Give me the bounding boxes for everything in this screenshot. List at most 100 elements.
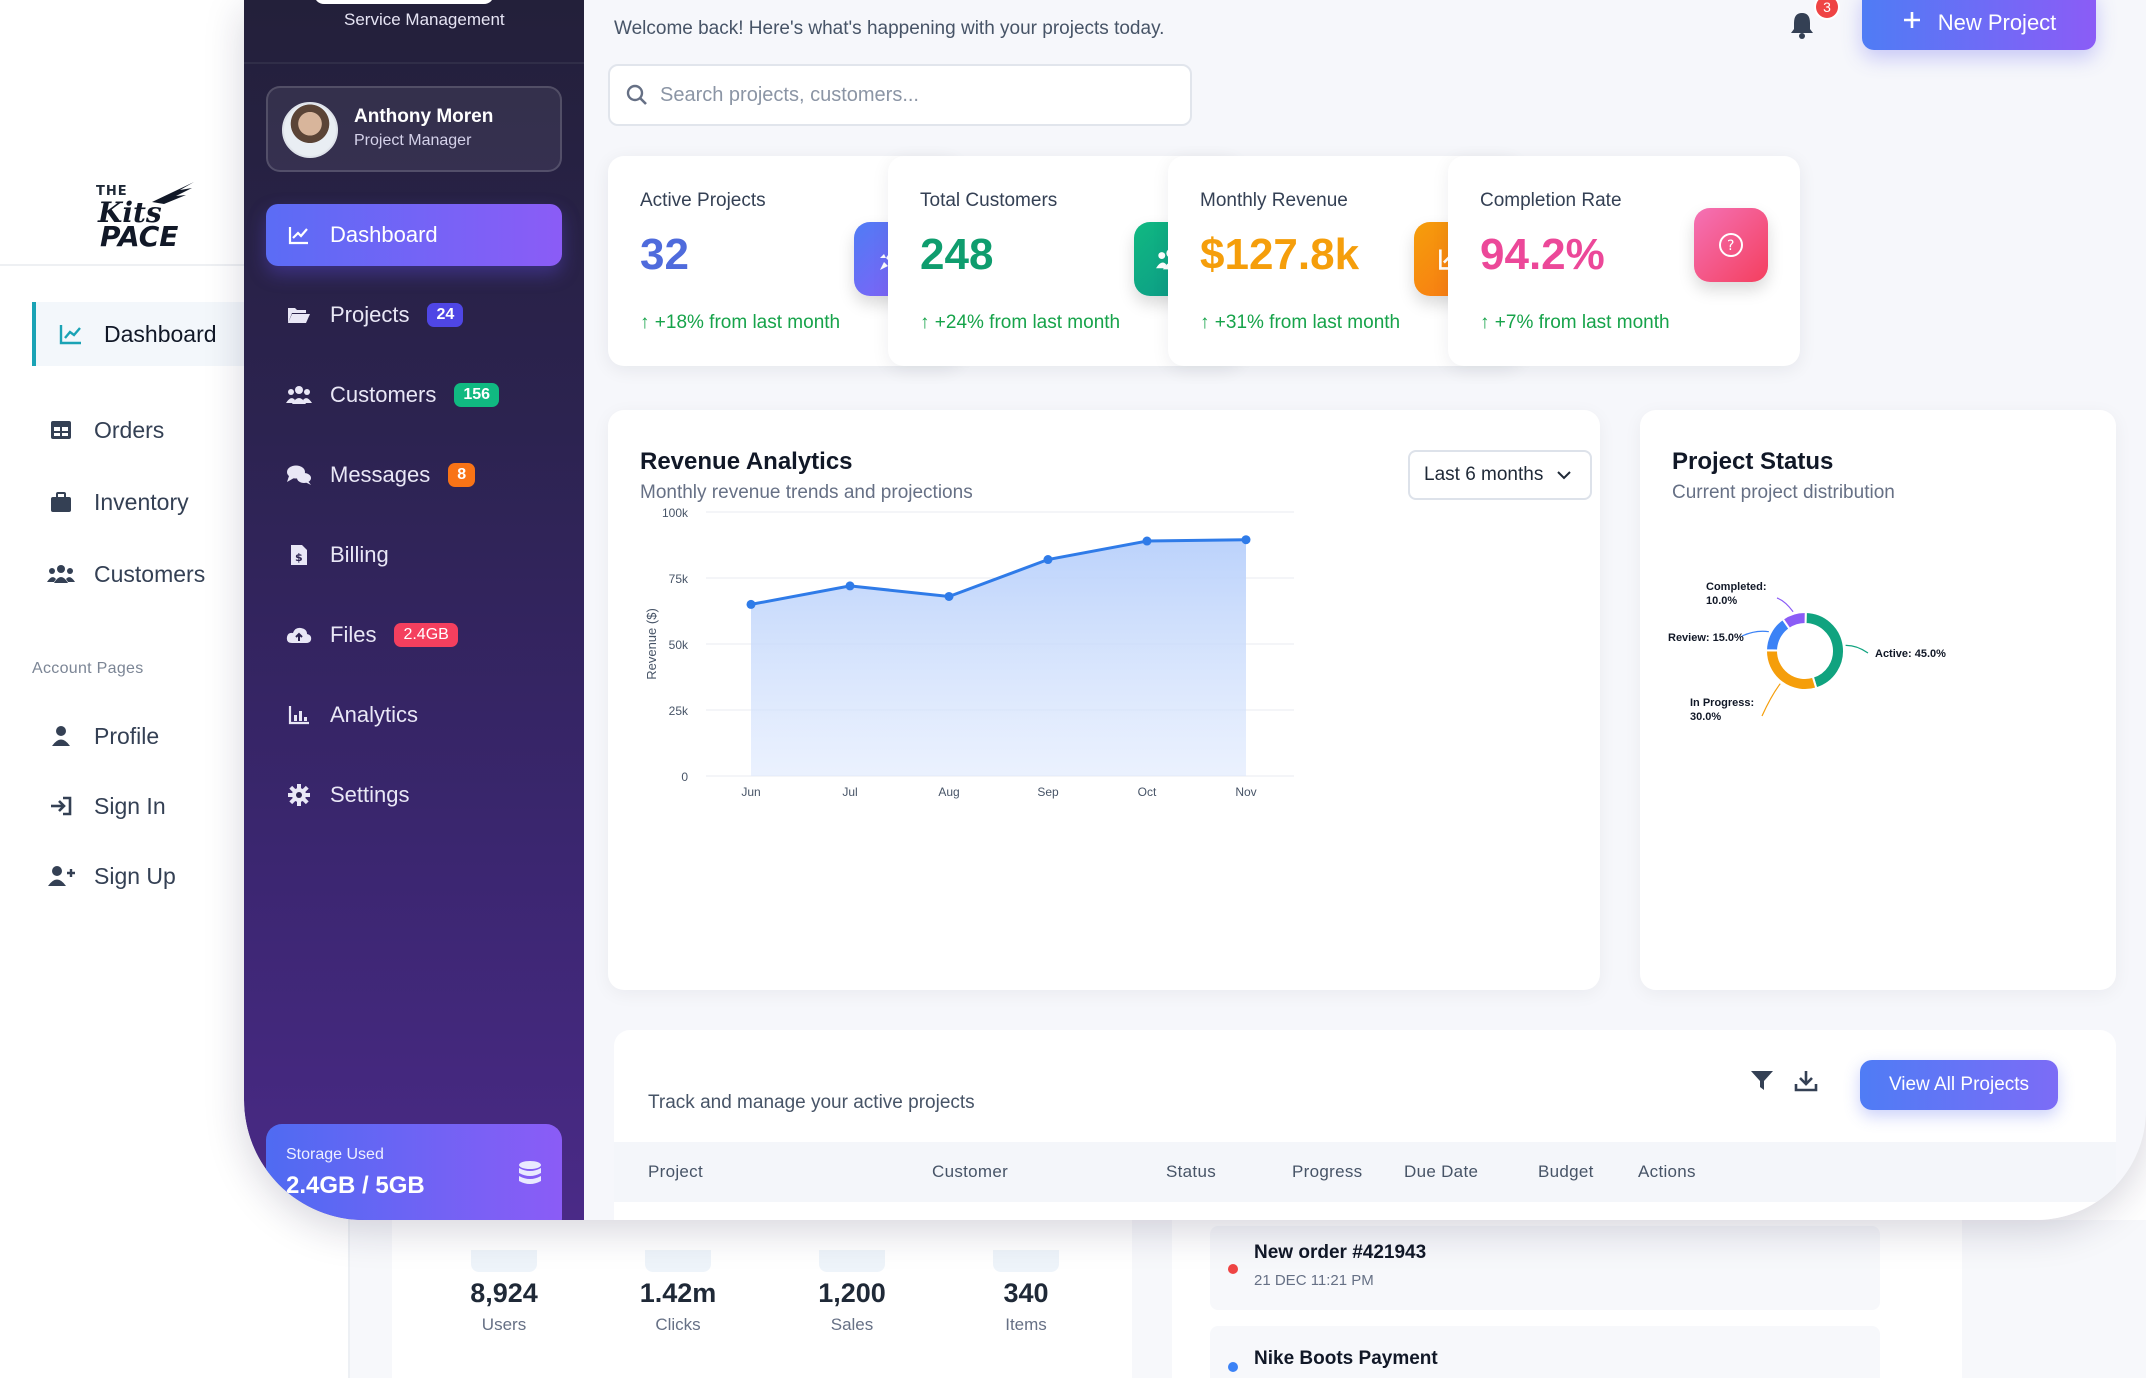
order-title: Nike Boots Payment [1254,1348,1438,1369]
folder-open-icon [286,302,312,328]
data-point [1043,555,1053,565]
sidebar-item-settings[interactable]: Settings [266,764,562,826]
dark-sidebar: Service Management Anthony Moren Project… [244,0,584,1220]
filter-icon[interactable] [1750,1070,1774,1097]
chart-line-icon [286,222,312,248]
user-name: Anthony Moren [354,106,494,127]
back-nav-orders[interactable]: Orders [46,398,164,462]
donut-slice [1781,611,1807,631]
back-nav-label: Sign In [94,792,166,819]
sidebar-item-label: Messages [330,462,431,487]
range-select[interactable]: Last 6 months [1408,450,1592,500]
slice-label: 10.0% [1706,595,1737,607]
plus-icon [1902,10,1922,36]
sidebar-item-label: Analytics [330,702,419,727]
kpi-value: 94.2% [1480,230,1605,279]
card-subtitle: Current project distribution [1672,482,1895,503]
revenue-area [751,539,1246,776]
column-header[interactable]: Due Date [1404,1162,1479,1181]
download-icon[interactable] [1794,1070,1818,1097]
y-tick-label: 100k [662,506,689,520]
question-circle-icon: ? [1694,208,1768,282]
sidebar-item-billing[interactable]: $ Billing [266,524,562,586]
user-plus-icon [46,861,76,891]
sidebar-item-messages[interactable]: Messages 8 [266,444,562,506]
stat-value: 1,200 [818,1278,886,1308]
sidebar-item-analytics[interactable]: Analytics [266,684,562,746]
stat-value: 8,924 [470,1278,538,1308]
column-header[interactable]: Actions [1638,1162,1696,1181]
new-project-label: New Project [1937,10,2057,35]
column-header[interactable]: Customer [932,1162,1009,1181]
chart-line-icon [56,319,86,349]
sign-in-icon [46,791,76,821]
search-box[interactable] [608,64,1192,126]
stat-chip [645,1250,711,1272]
y-tick-label: 50k [669,638,689,652]
back-nav-sign-up[interactable]: Sign Up [46,844,176,908]
brand-logo-partial [314,0,494,4]
sidebar-item-customers[interactable]: Customers 156 [266,364,562,426]
arrow-up-icon: ↑ [920,312,935,333]
chevron-down-icon [1557,464,1572,486]
sidebar-item-label: Dashboard [330,222,438,247]
back-nav-inventory[interactable]: Inventory [46,470,189,534]
kpi-value: $127.8k [1200,230,1360,279]
slice-label: Active: 45.0% [1875,648,1946,660]
sidebar-item-label: Settings [330,782,410,807]
user-role: Project Manager [354,132,472,149]
order-item[interactable]: New order #421943 21 DEC 11:21 PM [1210,1226,1880,1310]
count-badge: 24 [427,303,464,327]
stat-value: 1.42m [639,1278,717,1308]
sidebar-item-projects[interactable]: Projects 24 [266,284,562,346]
arrow-up-icon: ↑ [1200,312,1215,333]
back-stats-card [392,1220,1132,1378]
view-all-projects-button[interactable]: View All Projects [1860,1060,2058,1110]
search-input[interactable] [660,66,1180,124]
user-profile-card[interactable]: Anthony Moren Project Manager [266,86,562,172]
kpi-change: ↑ +24% from last month [920,312,1120,334]
storage-label: Storage Used [286,1146,384,1163]
back-nav-sign-in[interactable]: Sign In [46,774,166,838]
stat-value: 340 [1003,1278,1049,1308]
divider [244,62,584,64]
column-header[interactable]: Status [1166,1162,1216,1181]
welcome-message: Welcome back! Here's what's happening wi… [614,18,1165,39]
range-select-value: Last 6 months [1424,464,1544,485]
back-nav-profile[interactable]: Profile [46,704,159,768]
donut-slice [1765,649,1818,691]
arrow-up-icon: ↑ [1480,312,1495,333]
logo-line-kits: Kits [98,196,162,229]
bell-icon[interactable] [1788,10,1816,45]
column-header[interactable]: Project [648,1162,704,1181]
logo-line-pace: PACE [100,220,179,253]
x-tick-label: Sep [1037,785,1059,799]
kpi-change-text: +7% from last month [1494,312,1670,333]
kpi-value: 32 [640,230,689,279]
order-date: 21 DEC 11:21 PM [1254,1272,1374,1289]
card-title: Revenue Analytics [640,448,853,475]
sidebar-item-files[interactable]: Files 2.4GB [266,604,562,666]
kpi-change-text: +31% from last month [1214,312,1401,333]
stat-label: Items [1005,1315,1047,1334]
kpi-title: Total Customers [920,190,1058,211]
column-header[interactable]: Budget [1538,1162,1594,1181]
kpi-change-text: +18% from last month [654,312,841,333]
column-header[interactable]: Progress [1292,1162,1363,1181]
wing-icon [152,182,194,204]
new-project-button[interactable]: New Project [1862,0,2096,50]
main-content: Welcome back! Here's what's happening wi… [584,0,2146,1220]
sidebar-item-dashboard[interactable]: Dashboard [266,204,562,266]
stat-items: 340 Items [956,1250,1096,1335]
svg-text:$: $ [295,551,303,564]
size-badge: 2.4GB [394,623,458,647]
project-status-card: Project Status Current project distribut… [1640,410,2116,990]
order-item[interactable]: Nike Boots Payment [1210,1326,1880,1378]
sidebar-item-label: Projects [330,302,410,327]
table-subtitle: Track and manage your active projects [648,1092,975,1113]
back-nav-customers[interactable]: Customers [46,542,205,606]
search-icon [626,84,648,111]
y-axis-label: Revenue ($) [644,608,659,680]
cloud-upload-icon [286,622,312,648]
data-point [746,599,756,609]
